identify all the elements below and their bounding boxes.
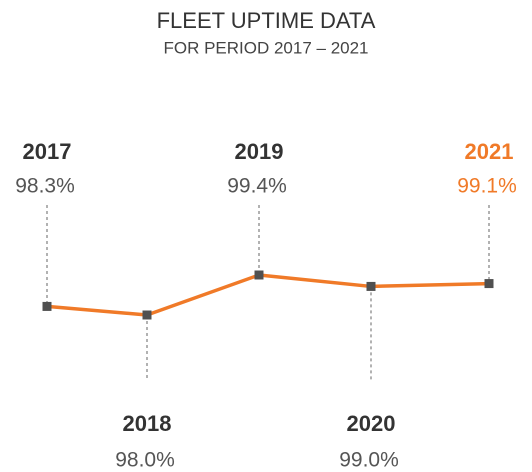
chart-title: FLEET UPTIME DATA <box>157 8 376 33</box>
value-label: 98.0% <box>115 449 175 472</box>
value-label: 99.0% <box>339 449 399 472</box>
value-label: 99.1% <box>457 175 517 198</box>
year-label: 2021 <box>465 139 514 164</box>
value-label: 99.4% <box>227 175 287 198</box>
marker <box>42 301 52 311</box>
marker <box>366 281 376 291</box>
year-label: 2017 <box>23 139 72 164</box>
chart-subtitle: FOR PERIOD 2017 – 2021 <box>163 38 368 57</box>
year-label: 2020 <box>347 411 396 436</box>
marker <box>254 270 264 280</box>
marker <box>484 279 494 289</box>
marker <box>142 310 152 320</box>
year-label: 2018 <box>123 411 172 436</box>
value-label: 98.3% <box>15 175 75 198</box>
line <box>46 273 490 317</box>
year-label: 2019 <box>235 139 284 164</box>
